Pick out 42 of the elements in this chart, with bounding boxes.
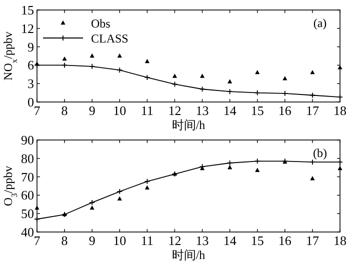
x-tick-label: 17: [306, 233, 320, 248]
x-tick-label: 18: [334, 103, 346, 118]
y-tick-label: 50: [21, 206, 34, 222]
y-tick-label: 9: [28, 39, 34, 54]
x-tick-label: 8: [61, 233, 68, 248]
y-tick-label: 40: [21, 224, 34, 240]
y-tick-label: 6: [28, 58, 34, 73]
x-tick-label: 11: [140, 233, 154, 248]
x-tick-label: 16: [278, 103, 292, 118]
x-tick-label: 14: [223, 233, 237, 248]
x-tick-label: 18: [334, 233, 346, 248]
x-tick-label: 15: [250, 233, 264, 248]
x-tick-label: 17: [306, 103, 320, 118]
y-tick-label: 80: [21, 150, 34, 166]
annotation: (b): [313, 146, 327, 160]
legend-label: Obs: [91, 16, 111, 30]
x-tick-label: 8: [61, 103, 68, 118]
y-tick-label: 70: [21, 169, 34, 184]
x-tick-label: 11: [140, 103, 154, 118]
y-tick-label: 3: [28, 76, 34, 92]
x-tick-label: 9: [88, 103, 96, 118]
x-tick-label: 13: [196, 103, 209, 118]
x-tick-label: 12: [168, 103, 182, 118]
x-tick-label: 14: [223, 103, 237, 118]
y-tick-label: 0: [28, 94, 34, 110]
legend-label: CLASS: [91, 32, 128, 46]
x-tick-label: 7: [34, 103, 41, 118]
x-tick-label: 9: [88, 233, 96, 248]
x-tick-label: 16: [278, 233, 292, 248]
annotation: (a): [313, 16, 327, 30]
x-axis-title: 时间/h: [172, 118, 206, 132]
x-tick-label: 10: [113, 233, 126, 248]
y-tick-label: 60: [21, 188, 34, 203]
x-tick-label: 10: [113, 103, 126, 118]
y-tick-label: 90: [21, 132, 34, 148]
y-tick-label: 15: [21, 2, 34, 18]
x-tick-label: 13: [196, 233, 209, 248]
x-tick-label: 7: [34, 233, 41, 248]
y-tick-label: 12: [21, 20, 34, 36]
x-tick-label: 15: [250, 103, 264, 118]
x-tick-label: 12: [168, 233, 182, 248]
x-axis-title: 时间/h: [172, 248, 206, 262]
